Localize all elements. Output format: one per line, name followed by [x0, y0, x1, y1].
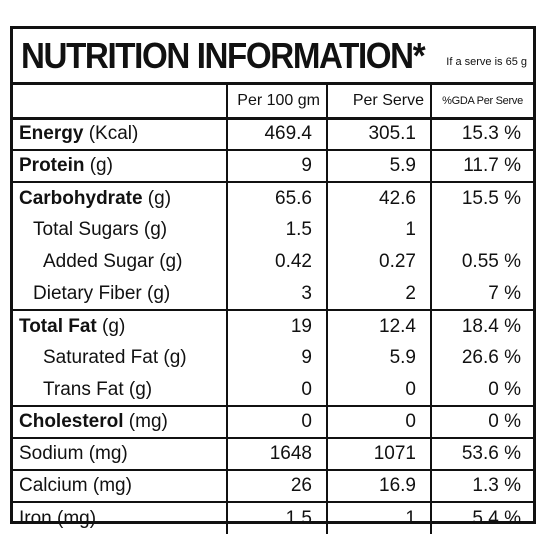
- nutrition-table: Per 100 gm Per Serve %GDA Per Serve Ener…: [13, 85, 533, 534]
- nutrient-name-rest: Total Sugars (g): [33, 219, 168, 240]
- table-row: Dietary Fiber (g) 3 2 7 %: [13, 278, 533, 310]
- value-per-serve: 1071: [326, 437, 431, 470]
- nutrient-name-bold: Total Fat: [19, 315, 97, 337]
- value-per-100: 3: [226, 278, 327, 310]
- table-row: Energy (Kcal) 469.4 305.1 15.3 %: [13, 118, 533, 150]
- serve-size-note: If a serve is 65 g: [446, 56, 527, 68]
- nutrient-name-bold: Cholesterol: [19, 411, 124, 432]
- nutrient-name: Calcium (mg): [13, 469, 227, 502]
- value-per-serve: 0.27: [326, 246, 431, 278]
- nutrient-name-rest: Trans Fat (g): [43, 378, 153, 400]
- value-gda: 0 %: [430, 405, 533, 438]
- header-gda: %GDA Per Serve: [430, 85, 533, 120]
- nutrient-name-rest: Sodium (mg): [19, 443, 128, 464]
- value-per-100: 469.4: [226, 118, 327, 150]
- value-gda: 53.6 %: [430, 437, 533, 470]
- value-per-100: 9: [226, 342, 327, 374]
- nutrient-name: Trans Fat (g): [13, 374, 227, 406]
- nutrient-name-rest: Iron (mg): [19, 507, 97, 529]
- nutrient-name-rest: Dietary Fiber (g): [33, 282, 171, 304]
- value-per-serve: 0: [326, 405, 431, 438]
- value-gda: [430, 214, 533, 246]
- value-per-100: 1.5: [226, 214, 327, 246]
- nutrient-name: Total Fat (g): [13, 309, 227, 342]
- header-per-serve: Per Serve: [326, 85, 431, 120]
- value-per-100: 0: [226, 374, 327, 406]
- nutrition-panel: NUTRITION INFORMATION* If a serve is 65 …: [10, 26, 536, 534]
- value-per-serve: 12.4: [326, 309, 431, 342]
- table-row: Total Fat (g) 19 12.4 18.4 %: [13, 309, 533, 342]
- value-per-serve: 5.9: [326, 149, 431, 182]
- value-per-serve: 2: [326, 278, 431, 310]
- value-gda: 7 %: [430, 278, 533, 310]
- value-per-serve: 42.6: [326, 181, 431, 214]
- value-per-serve: 5.9: [326, 342, 431, 374]
- nutrient-name: Protein (g): [13, 149, 227, 182]
- value-gda: 0.55 %: [430, 246, 533, 278]
- nutrient-name-rest: (mg): [123, 411, 168, 432]
- table-row: Protein (g) 9 5.9 11.7 %: [13, 149, 533, 182]
- value-gda: 15.5 %: [430, 181, 533, 214]
- nutrient-name-bold: Energy: [19, 123, 84, 145]
- nutrient-name: Sodium (mg): [13, 437, 227, 470]
- header-row: Per 100 gm Per Serve %GDA Per Serve: [13, 85, 533, 120]
- value-gda: 0 %: [430, 374, 533, 406]
- nutrient-name: Saturated Fat (g): [13, 342, 227, 374]
- value-per-100: 9: [226, 149, 327, 182]
- panel-title: NUTRITION INFORMATION*: [21, 35, 426, 76]
- nutrient-name-rest: (g): [96, 315, 126, 337]
- value-gda: 1.3 %: [430, 469, 533, 502]
- table-row: Sodium (mg) 1648 1071 53.6 %: [13, 437, 533, 470]
- value-per-100: 26: [226, 469, 327, 502]
- nutrient-name-bold: Carbohydrate: [19, 187, 143, 209]
- value-per-serve: 1: [326, 214, 431, 246]
- table-row: Cholesterol (mg) 0 0 0 %: [13, 405, 533, 438]
- value-per-serve: 16.9: [326, 469, 431, 502]
- nutrient-name-rest: (g): [84, 155, 113, 176]
- table-row: Iron (mg) 1.5 1 5.4 %: [13, 501, 533, 534]
- value-per-100: 1.5: [226, 501, 327, 534]
- value-per-100: 0.42: [226, 246, 327, 278]
- value-gda: 11.7 %: [430, 149, 533, 182]
- value-per-serve: 305.1: [326, 118, 431, 150]
- value-per-100: 19: [226, 309, 327, 342]
- nutrient-name-bold: Protein: [19, 155, 85, 176]
- value-gda: 5.4 %: [430, 501, 533, 534]
- table-row: Calcium (mg) 26 16.9 1.3 %: [13, 469, 533, 502]
- header-per-100: Per 100 gm: [226, 85, 327, 120]
- nutrient-name-rest: (g): [142, 187, 172, 209]
- table-row: Trans Fat (g) 0 0 0 %: [13, 374, 533, 406]
- nutrient-name-rest: Saturated Fat (g): [43, 347, 187, 368]
- table-row: Total Sugars (g) 1.5 1: [13, 214, 533, 246]
- nutrient-name-rest: (Kcal): [83, 123, 139, 145]
- table-row: Saturated Fat (g) 9 5.9 26.6 %: [13, 342, 533, 374]
- nutrient-name-rest: Added Sugar (g): [43, 251, 183, 272]
- nutrient-name: Carbohydrate (g): [13, 181, 227, 214]
- nutrient-name: Cholesterol (mg): [13, 405, 227, 438]
- value-per-serve: 0: [326, 374, 431, 406]
- value-per-100: 0: [226, 405, 327, 438]
- nutrient-name-rest: Calcium (mg): [19, 475, 132, 496]
- table-row: Carbohydrate (g) 65.6 42.6 15.5 %: [13, 181, 533, 214]
- value-gda: 15.3 %: [430, 118, 533, 150]
- nutrient-name: Energy (Kcal): [13, 118, 227, 150]
- header-nutrient: [13, 85, 227, 120]
- value-per-100: 1648: [226, 437, 327, 470]
- nutrient-name: Total Sugars (g): [13, 214, 227, 246]
- value-per-serve: 1: [326, 501, 431, 534]
- value-gda: 18.4 %: [430, 309, 533, 342]
- title-row: NUTRITION INFORMATION* If a serve is 65 …: [13, 29, 533, 85]
- table-row: Added Sugar (g) 0.42 0.27 0.55 %: [13, 246, 533, 278]
- value-per-100: 65.6: [226, 181, 327, 214]
- nutrient-name: Dietary Fiber (g): [13, 278, 227, 310]
- value-gda: 26.6 %: [430, 342, 533, 374]
- nutrient-name: Added Sugar (g): [13, 246, 227, 278]
- nutrient-name: Iron (mg): [13, 501, 227, 534]
